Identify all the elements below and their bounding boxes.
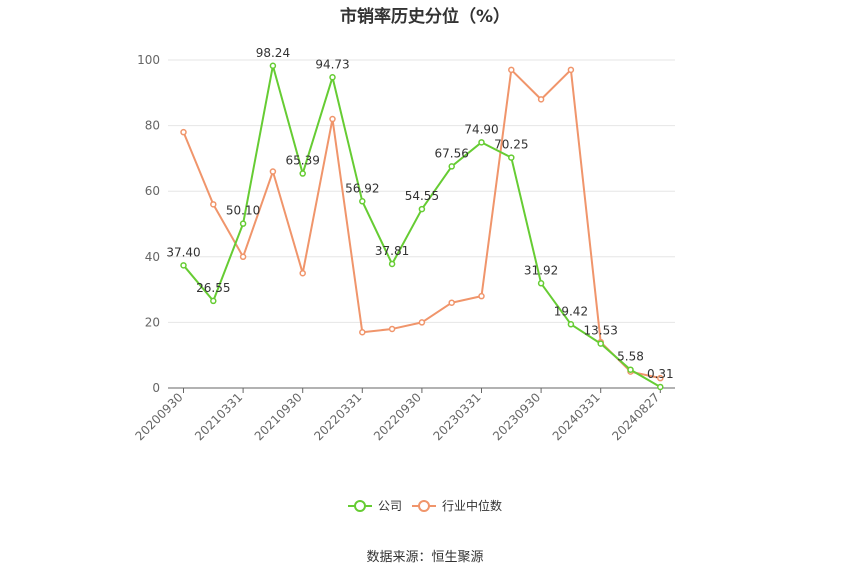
data-label: 74.90 bbox=[464, 122, 498, 136]
company-point bbox=[448, 163, 455, 170]
x-tick-label: 20220930 bbox=[371, 390, 424, 443]
company-point bbox=[239, 220, 247, 227]
data-label: 70.25 bbox=[494, 138, 528, 152]
company-point bbox=[299, 170, 306, 177]
y-tick-label: 100 bbox=[137, 53, 160, 67]
y-tick-label: 20 bbox=[145, 315, 160, 329]
data-labels: 37.40 26.55 50.10 98.24 65.39 94.73 56.92 37.81… bbox=[166, 46, 673, 381]
company-point bbox=[359, 198, 366, 205]
legend-item-industry-median[interactable]: 行业中位数 bbox=[412, 498, 502, 513]
data-label: 37.81 bbox=[375, 244, 409, 258]
company-point bbox=[597, 340, 604, 347]
data-label: 5.58 bbox=[617, 350, 644, 364]
industry-median-point bbox=[448, 299, 455, 306]
industry-median-point bbox=[180, 128, 187, 136]
x-tick-label: 20210331 bbox=[192, 390, 245, 443]
company-point bbox=[329, 74, 336, 81]
industry-median-point bbox=[329, 115, 336, 123]
industry-median-point bbox=[537, 96, 545, 103]
industry-median-point bbox=[418, 319, 426, 326]
x-tick-label: 20240331 bbox=[550, 390, 603, 443]
x-tick-label: 20210930 bbox=[252, 390, 305, 443]
legend-label: 行业中位数 bbox=[442, 498, 502, 513]
x-tick-label: 20200930 bbox=[133, 390, 186, 443]
data-label: 94.73 bbox=[315, 57, 349, 71]
company-point bbox=[388, 260, 396, 268]
industry-median-point bbox=[359, 328, 366, 336]
legend[interactable]: 公司 行业中位数 bbox=[348, 498, 502, 513]
x-tick-label: 20220331 bbox=[311, 390, 364, 443]
x-tick-label: 20230331 bbox=[431, 390, 484, 443]
data-label: 56.92 bbox=[345, 181, 379, 195]
source-note: 数据来源：恒生聚源 bbox=[366, 550, 484, 565]
data-label: 67.56 bbox=[435, 146, 469, 160]
legend-item-company[interactable]: 公司 bbox=[348, 499, 402, 513]
legend-marker bbox=[418, 500, 430, 512]
industry-median-point bbox=[508, 66, 515, 74]
company-point bbox=[657, 383, 664, 391]
industry-median-point bbox=[239, 253, 247, 261]
data-label: 13.53 bbox=[584, 324, 618, 338]
industry-median-point bbox=[210, 201, 217, 208]
data-label: 19.42 bbox=[554, 304, 588, 318]
data-label: 65.39 bbox=[286, 154, 320, 168]
series bbox=[180, 62, 664, 391]
y-tick-label: 60 bbox=[145, 184, 160, 198]
x-tick-label: 20230930 bbox=[490, 390, 543, 443]
chart-title: 市销率历史分位（%） bbox=[339, 7, 511, 27]
industry-median-point bbox=[269, 168, 277, 175]
y-tick-label: 80 bbox=[145, 119, 160, 133]
data-label: 0.31 bbox=[647, 367, 674, 381]
industry-median-point bbox=[657, 374, 664, 382]
company-point bbox=[418, 205, 426, 213]
company-point bbox=[508, 154, 515, 161]
legend-marker bbox=[354, 500, 366, 512]
industry-median-point bbox=[299, 269, 306, 277]
company-point bbox=[567, 321, 575, 328]
data-label: 31.92 bbox=[524, 263, 558, 277]
data-label: 37.40 bbox=[166, 245, 200, 259]
company-point bbox=[537, 280, 545, 287]
y-tick-label: 40 bbox=[145, 250, 160, 264]
data-label: 54.55 bbox=[405, 189, 439, 203]
industry-median-point bbox=[388, 325, 396, 333]
company-point bbox=[210, 297, 217, 305]
company-point bbox=[180, 262, 187, 269]
data-label: 50.10 bbox=[226, 204, 260, 218]
company-point bbox=[269, 62, 277, 70]
industry-median-point bbox=[567, 66, 575, 74]
legend-label: 公司 bbox=[378, 499, 402, 513]
x-tick-label: 20240827 bbox=[609, 390, 662, 443]
company-point bbox=[478, 139, 485, 146]
company-point bbox=[627, 366, 634, 373]
y-tick-label: 0 bbox=[152, 381, 160, 395]
data-label: 98.24 bbox=[256, 46, 290, 60]
data-label: 26.55 bbox=[196, 281, 230, 295]
industry-median-point bbox=[478, 292, 485, 300]
